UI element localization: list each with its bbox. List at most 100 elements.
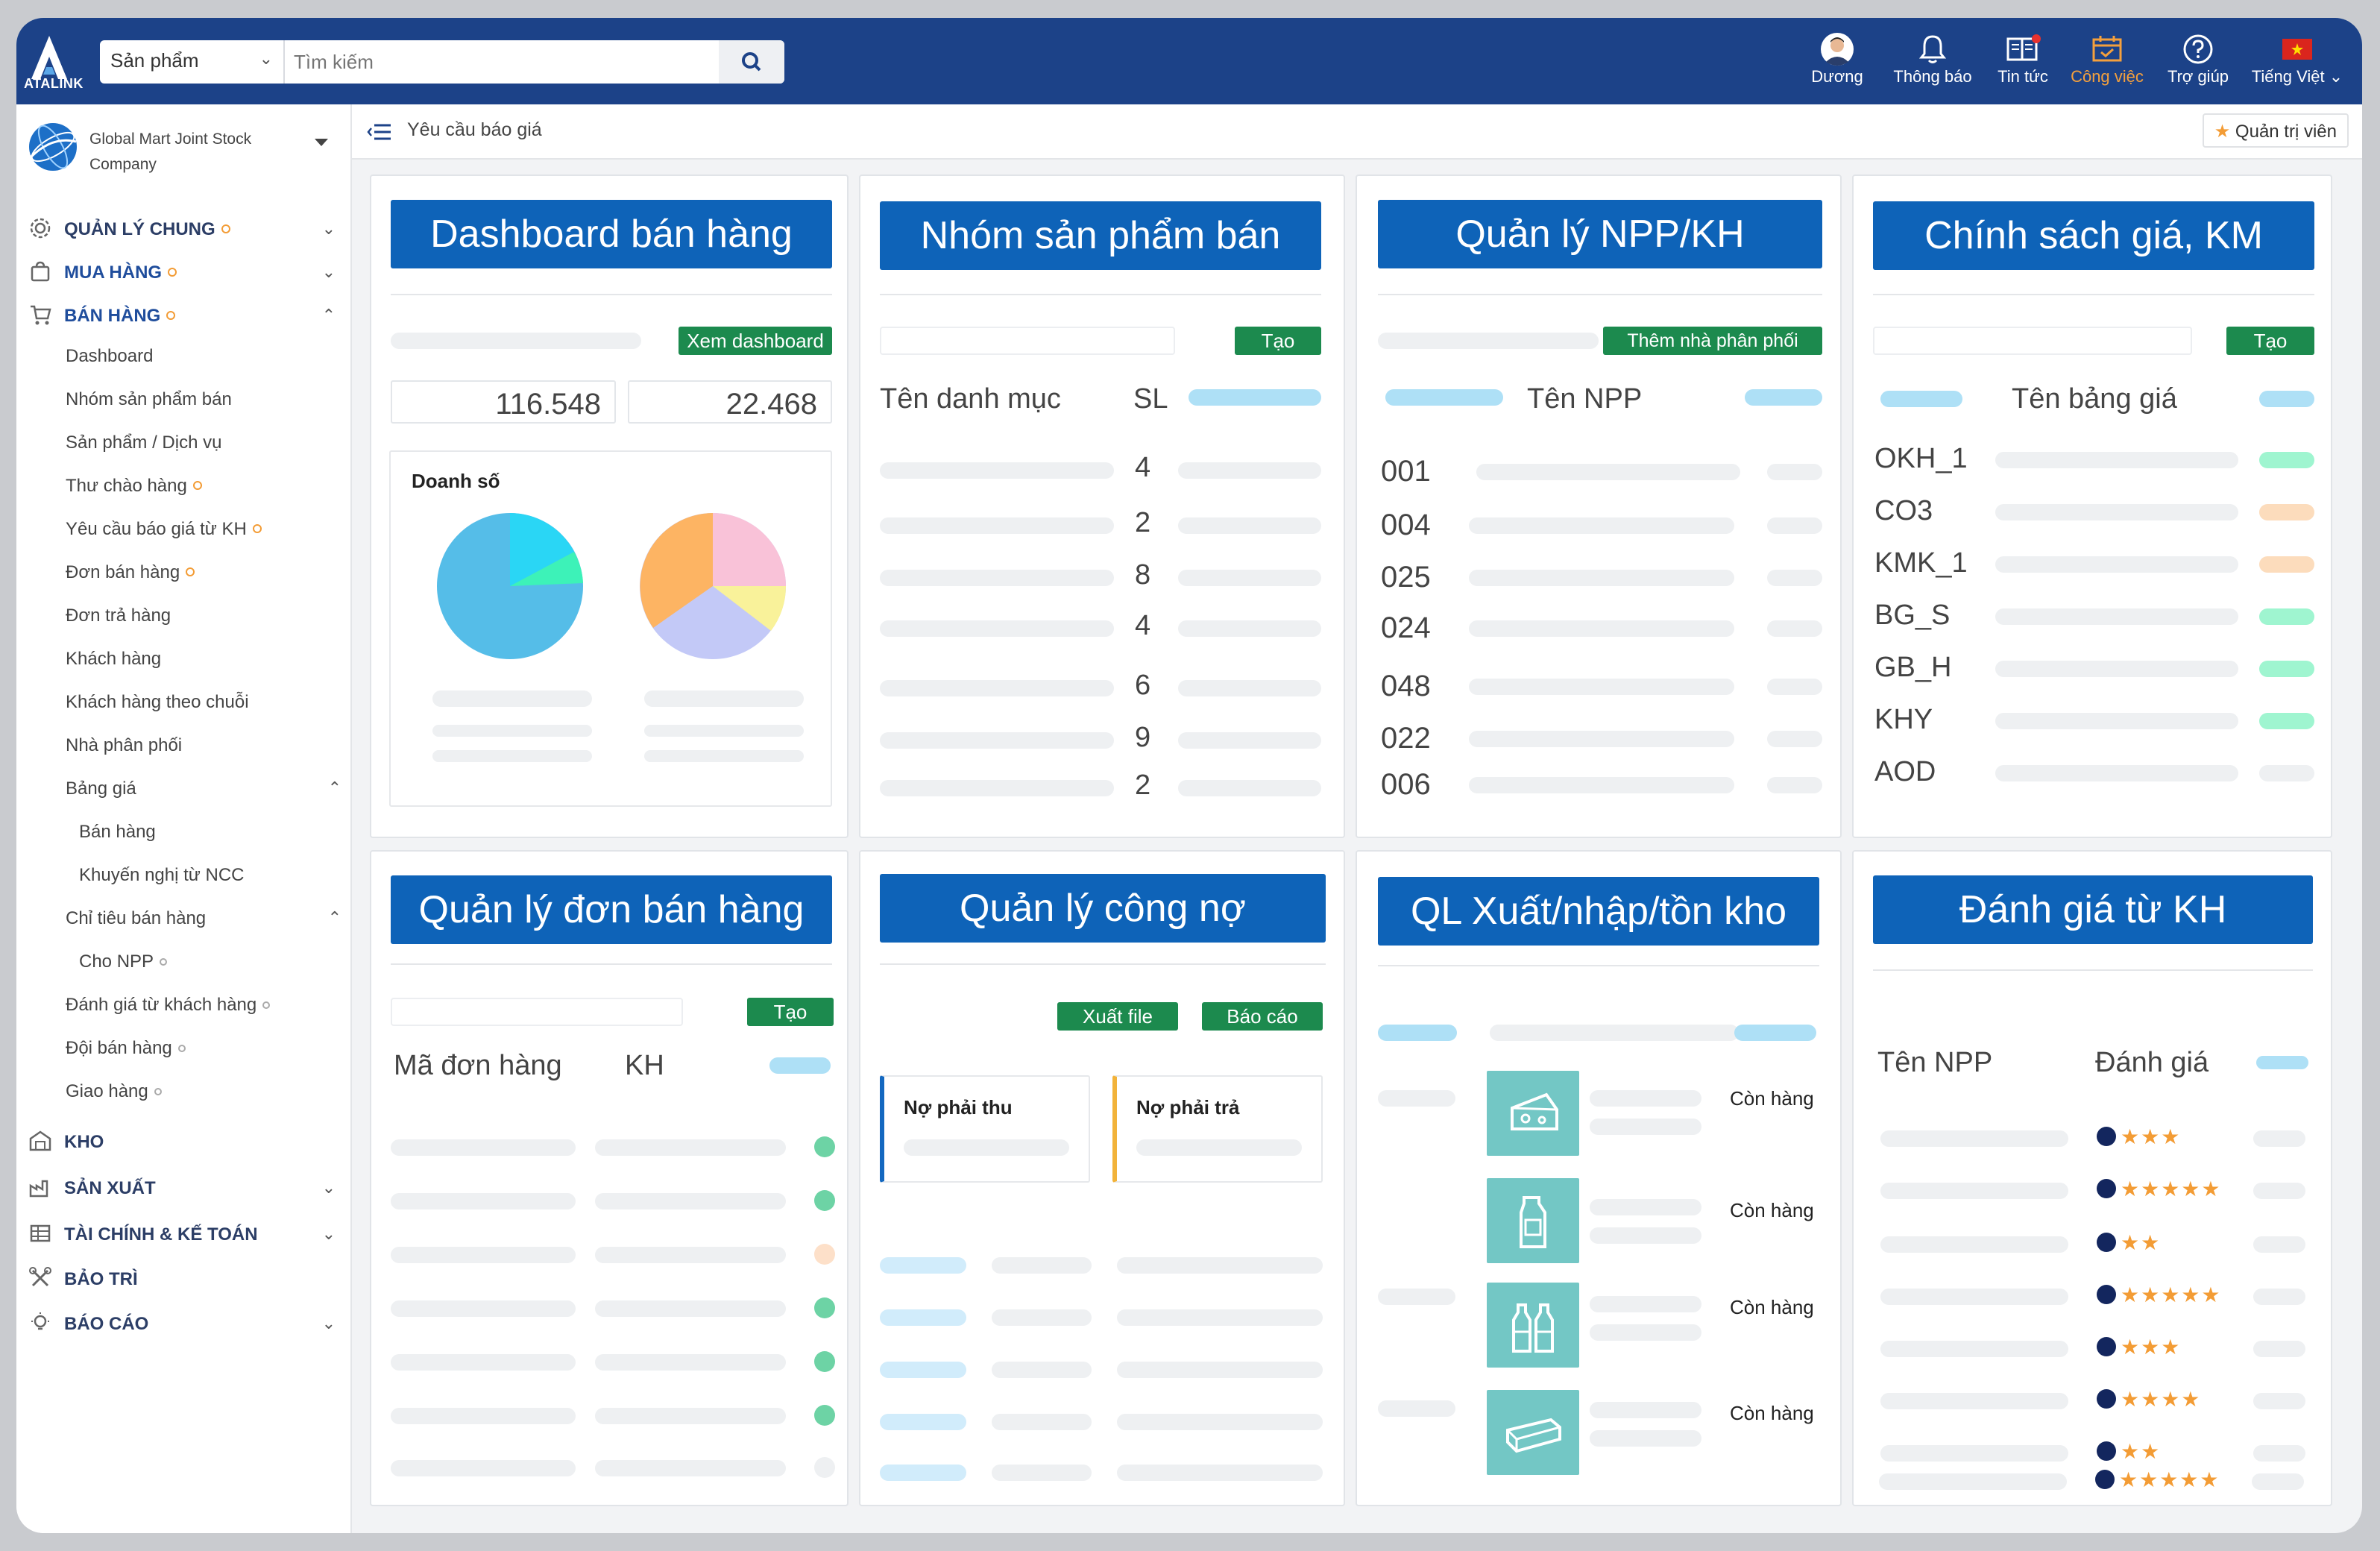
placeholder-input <box>391 998 683 1026</box>
sidebar-item-sales-order[interactable]: Đơn bán hàng <box>66 562 195 583</box>
header-pill <box>1189 389 1321 406</box>
create-button[interactable]: Tạo <box>747 998 834 1026</box>
sidebar-group-label: QUẢN LÝ CHUNG <box>64 219 215 239</box>
product-thumbnail[interactable] <box>1487 1283 1579 1368</box>
placeholder-bar <box>1136 1139 1302 1156</box>
sidebar-item-customers[interactable]: Khách hàng <box>66 649 162 669</box>
sidebar-item-for-distributor[interactable]: Cho NPP <box>79 951 168 972</box>
sidebar-item-sales-team[interactable]: Đội bán hàng <box>66 1038 186 1059</box>
divider <box>1873 294 2314 295</box>
create-button[interactable]: Tạo <box>1235 327 1321 355</box>
status-dot <box>814 1351 835 1372</box>
sidebar-item-dashboard[interactable]: Dashboard <box>66 346 154 366</box>
column-header: Mã đơn hàng <box>394 1050 562 1081</box>
placeholder-bar <box>2253 1445 2305 1462</box>
view-dashboard-button[interactable]: Xem dashboard <box>679 327 832 355</box>
card-customer-reviews: Đánh giá từ KH Tên NPP Đánh giá ★★★ ★★★★… <box>1852 850 2332 1506</box>
sidebar-item-customer-review[interactable]: Đánh giá từ khách hàng <box>66 995 271 1016</box>
sidebar: Global Mart Joint Stock Company QUẢN LÝ … <box>16 104 352 1533</box>
sidebar-item-price-sales[interactable]: Bán hàng <box>79 822 156 842</box>
user-menu[interactable]: Dương <box>1809 31 1866 86</box>
header-pill <box>1385 389 1503 406</box>
sidebar-group-general[interactable]: QUẢN LÝ CHUNG ⌄ <box>16 207 352 249</box>
atalink-logo[interactable] <box>27 31 72 94</box>
chevron-up-icon: ⌃ <box>327 908 341 927</box>
butter-icon <box>1506 1418 1561 1453</box>
product-thumbnail[interactable] <box>1487 1178 1579 1263</box>
report-button[interactable]: Báo cáo <box>1202 1002 1323 1031</box>
divider <box>880 294 1321 295</box>
placeholder-bar <box>1995 661 2238 677</box>
sidebar-item-return-order[interactable]: Đơn trả hàng <box>66 605 171 626</box>
star-rating: ★★★ <box>2121 1336 2182 1359</box>
sidebar-group-purchasing[interactable]: MUA HÀNG ⌄ <box>16 251 352 292</box>
placeholder-bar <box>595 1247 786 1263</box>
sidebar-group-label: BẢO TRÌ <box>64 1269 138 1289</box>
sidebar-group-sales[interactable]: BÁN HÀNG ⌃ <box>16 294 352 336</box>
placeholder-bar <box>1995 765 2238 781</box>
news-button[interactable]: Tin tức <box>1989 31 2056 86</box>
create-button[interactable]: Tạo <box>2226 327 2314 355</box>
sidebar-group-production[interactable]: SẢN XUẤT ⌄ <box>16 1166 352 1208</box>
sidebar-item-quote-request[interactable]: Yêu cầu báo giá từ KH <box>66 519 262 540</box>
sidebar-group-warehouse[interactable]: KHO <box>16 1120 352 1162</box>
product-thumbnail[interactable] <box>1487 1071 1579 1156</box>
price-list-code: AOD <box>1874 756 1936 787</box>
payable-panel[interactable]: Nợ phải trả <box>1112 1075 1323 1183</box>
sidebar-group-maintenance[interactable]: BẢO TRÌ <box>16 1257 352 1299</box>
notifications-button[interactable]: Thông báo <box>1886 31 1979 86</box>
placeholder-bar <box>1590 1296 1701 1312</box>
card-title: QL Xuất/nhập/tồn kho <box>1378 877 1819 946</box>
placeholder-bar <box>880 1414 966 1430</box>
placeholder-bar <box>1880 1341 2068 1357</box>
placeholder-bar <box>880 462 1114 479</box>
placeholder-bar <box>1178 570 1321 586</box>
card-sales-dashboard: Dashboard bán hàng Xem dashboard 116.548… <box>370 174 849 838</box>
role-badge[interactable]: ★ Quản trị viên <box>2202 113 2349 148</box>
search-button[interactable] <box>719 40 784 84</box>
receivable-panel[interactable]: Nợ phải thu <box>880 1075 1090 1183</box>
menu-toggle-icon[interactable] <box>367 121 392 143</box>
sidebar-group-finance[interactable]: TÀI CHÍNH & KẾ TOÁN ⌄ <box>16 1212 352 1254</box>
language-select[interactable]: Tiếng Việt ⌄ <box>2246 31 2349 86</box>
placeholder-bar <box>1767 679 1822 695</box>
divider <box>880 963 1326 965</box>
export-file-button[interactable]: Xuất file <box>1057 1002 1178 1031</box>
placeholder-bar <box>1880 1183 2068 1199</box>
breadcrumb-current: Yêu cầu báo giá <box>407 119 542 140</box>
sidebar-item-distributors[interactable]: Nhà phân phối <box>66 735 183 755</box>
sidebar-item-delivery[interactable]: Giao hàng <box>66 1081 162 1102</box>
company-switcher[interactable]: Global Mart Joint Stock Company <box>27 116 340 176</box>
divider <box>1378 294 1822 295</box>
sidebar-item-product-group[interactable]: Nhóm sản phẩm bán <box>66 389 232 409</box>
sidebar-item-sales-target[interactable]: Chỉ tiêu bán hàng ⌃ <box>66 908 341 929</box>
placeholder-bar <box>391 1460 576 1476</box>
status-pill <box>2259 713 2314 729</box>
sidebar-item-supplier-recommend[interactable]: Khuyến nghị từ NCC <box>79 865 245 885</box>
chevron-up-icon: ⌃ <box>321 306 336 324</box>
notifications-label: Thông báo <box>1893 67 1972 86</box>
search-category-select[interactable]: Sản phẩm ⌄ <box>100 40 285 84</box>
placeholder-bar <box>432 725 592 737</box>
sidebar-group-label: SẢN XUẤT <box>64 1178 156 1198</box>
top-bar: ATALINK Sản phẩm ⌄ <box>16 18 2362 104</box>
help-button[interactable]: Trợ giúp <box>2161 31 2235 86</box>
sidebar-item-price-list[interactable]: Bảng giá ⌃ <box>66 778 341 799</box>
placeholder-bar <box>904 1139 1069 1156</box>
placeholder-bar <box>391 1247 576 1263</box>
placeholder-bar <box>1767 620 1822 637</box>
sidebar-item-chain-customers[interactable]: Khách hàng theo chuỗi <box>66 692 249 712</box>
placeholder-bar <box>1469 679 1734 695</box>
tasks-button[interactable]: Công việc <box>2065 31 2149 86</box>
receivable-label: Nợ phải thu <box>904 1096 1013 1119</box>
search-input[interactable] <box>294 40 696 84</box>
placeholder-bar <box>1767 517 1822 534</box>
sidebar-item-offer-letter[interactable]: Thư chào hàng <box>66 476 202 497</box>
distributor-code: 006 <box>1381 768 1431 801</box>
sidebar-item-label: Giao hàng <box>66 1081 148 1101</box>
product-thumbnail[interactable] <box>1487 1390 1579 1475</box>
status-pill <box>2259 661 2314 677</box>
add-distributor-button[interactable]: Thêm nhà phân phối <box>1603 327 1822 355</box>
sidebar-group-reports[interactable]: BÁO CÁO ⌄ <box>16 1302 352 1344</box>
sidebar-item-products[interactable]: Sản phẩm / Dịch vụ <box>66 432 222 453</box>
